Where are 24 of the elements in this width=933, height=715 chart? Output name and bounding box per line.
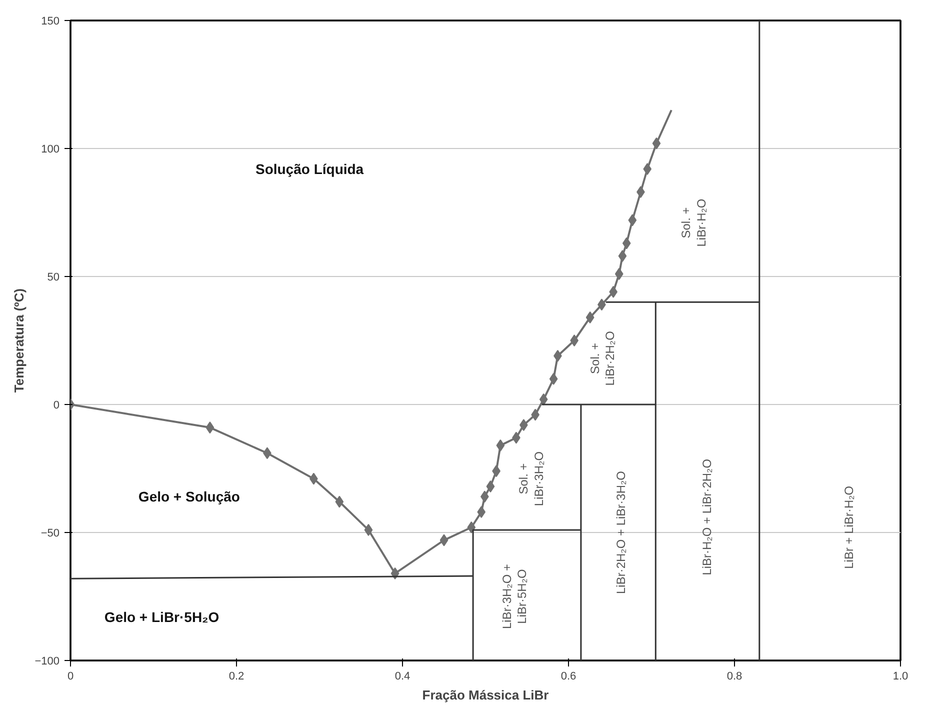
- x-tick-label: 0.2: [228, 670, 244, 682]
- y-tick-label: 100: [41, 144, 60, 156]
- y-tick-label: 0: [53, 400, 60, 412]
- x-tick-label: 0.8: [726, 670, 742, 682]
- x-tick-label: 1.0: [892, 670, 908, 682]
- y-tick-label: −100: [34, 656, 60, 668]
- y-axis-title: Temperatura (ºC): [12, 288, 27, 393]
- x-axis-title: Fração Mássica LiBr: [422, 688, 549, 702]
- annotation: Sol. + LiBr·3H₂O: [516, 451, 546, 506]
- y-tick-label: −50: [40, 528, 60, 540]
- annotation: Gelo + Solução: [138, 488, 240, 505]
- annotation: Sol. + LiBr·H₂O: [679, 198, 709, 247]
- y-tick-label: 50: [47, 272, 60, 284]
- annotation: LiBr·2H₂O + LiBr·3H₂O: [614, 470, 628, 594]
- x-tick-label: 0.6: [560, 670, 576, 682]
- annotation: LiBr·3H₂O + LiBr·5H₂O: [500, 564, 530, 630]
- annotation: LiBr·H₂O + LiBr·2H₂O: [700, 458, 714, 576]
- annotation: LiBr + LiBr·H₂O: [842, 486, 856, 569]
- annotation: Solução Líquida: [255, 160, 364, 177]
- x-tick-label: 0: [67, 670, 74, 682]
- x-tick-label: 0.4: [394, 670, 410, 682]
- annotation: Sol. + LiBr·2H₂O: [588, 331, 618, 386]
- annotation: Gelo + LiBr·5H₂O: [104, 608, 220, 625]
- y-tick-label: 150: [41, 16, 60, 28]
